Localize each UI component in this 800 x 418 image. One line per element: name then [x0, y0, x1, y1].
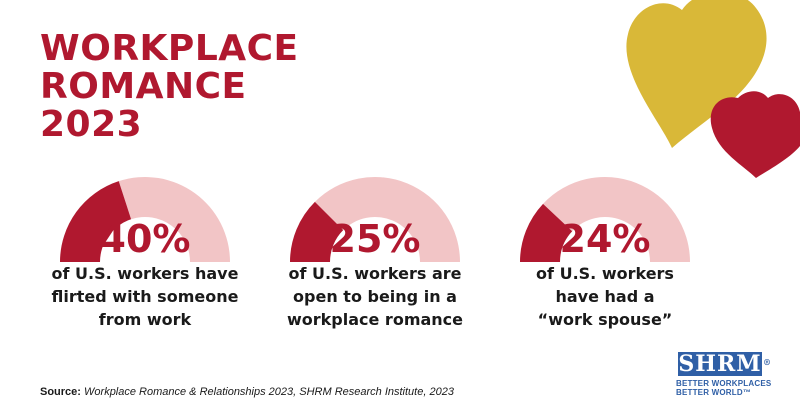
gauge-track [118, 177, 230, 262]
source-note: Source: Workplace Romance & Relationship… [40, 386, 454, 398]
gauge-value-label: 24% [559, 217, 651, 261]
logo-tagline-1: BETTER WORKPLACES [676, 379, 772, 388]
gauge-description: of U.S. workers are open to being in a w… [265, 262, 485, 331]
gauge-value-label: 40% [99, 217, 191, 261]
gauge-fill [290, 201, 344, 262]
gauge-track [543, 177, 690, 262]
description-line: of U.S. workers are [288, 264, 462, 283]
description-line: of U.S. workers have [51, 264, 239, 283]
gauge-fill [520, 203, 573, 262]
gauge-description: of U.S. workers have flirted with someon… [35, 262, 255, 331]
gauge-track [314, 177, 460, 262]
gauge-description: of U.S. workers have had a “work spouse” [495, 262, 715, 331]
hearts-decoration [626, 0, 800, 178]
gauge-fill [60, 181, 132, 262]
description-line: from work [98, 310, 192, 329]
description-line: of U.S. workers [536, 264, 674, 283]
logo-name: SHRM [678, 351, 762, 377]
gauge-chart [60, 177, 230, 262]
logo-wordmark: SHRM ® [678, 351, 771, 377]
gold-heart-icon [626, 0, 767, 148]
description-line: workplace romance [286, 310, 464, 329]
source-label: Source: [40, 386, 81, 398]
source-text: Workplace Romance & Relationships 2023, … [84, 386, 454, 398]
gauge-1: 40% [60, 172, 230, 264]
description-line: flirted with someone [51, 287, 239, 306]
title-line-1: WORKPLACE [40, 28, 299, 69]
shrm-logo: SHRM ® BETTER WORKPLACES BETTER WORLD™ [676, 352, 772, 397]
title-line-3: 2023 [40, 104, 143, 145]
registered-mark: ® [763, 357, 772, 367]
description-line: “work spouse” [537, 310, 673, 329]
description-line: open to being in a [293, 287, 457, 306]
gauge-3: 24% [520, 172, 690, 264]
red-heart-icon [710, 91, 800, 178]
page-title: WORKPLACE ROMANCE 2023 [40, 30, 299, 144]
description-line: have had a [555, 287, 655, 306]
gauge-chart [290, 177, 460, 262]
gauge-2: 25% [290, 172, 460, 264]
gauge-value-label: 25% [329, 217, 421, 261]
logo-tagline-2: BETTER WORLD™ [676, 388, 752, 397]
gauge-chart [520, 177, 690, 262]
logo-tagline: BETTER WORKPLACES BETTER WORLD™ [676, 379, 772, 397]
title-line-2: ROMANCE [40, 66, 247, 107]
